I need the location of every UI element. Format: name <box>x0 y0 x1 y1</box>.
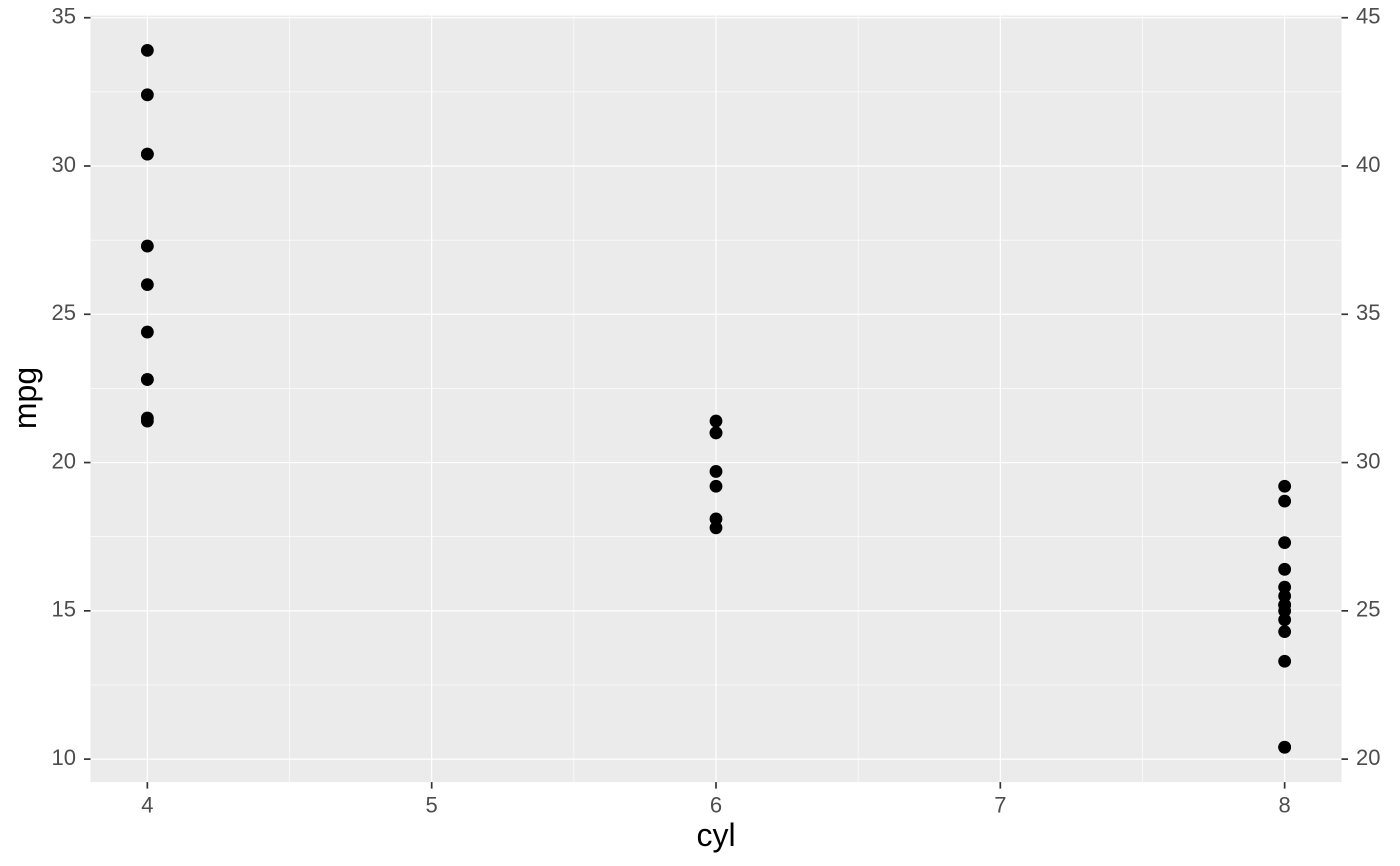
svg-text:15: 15 <box>52 597 76 622</box>
svg-text:30: 30 <box>1356 448 1380 473</box>
svg-text:30: 30 <box>52 152 76 177</box>
svg-text:35: 35 <box>52 4 76 29</box>
svg-text:10: 10 <box>52 745 76 770</box>
svg-text:45: 45 <box>1356 4 1380 29</box>
svg-text:4: 4 <box>141 793 153 818</box>
svg-text:20: 20 <box>52 448 76 473</box>
svg-text:7: 7 <box>994 793 1006 818</box>
svg-text:40: 40 <box>1356 152 1380 177</box>
svg-text:25: 25 <box>1356 597 1380 622</box>
svg-text:25: 25 <box>52 300 76 325</box>
svg-text:8: 8 <box>1279 793 1291 818</box>
svg-text:35: 35 <box>1356 300 1380 325</box>
svg-text:20: 20 <box>1356 745 1380 770</box>
svg-text:6: 6 <box>710 793 722 818</box>
svg-text:5: 5 <box>426 793 438 818</box>
